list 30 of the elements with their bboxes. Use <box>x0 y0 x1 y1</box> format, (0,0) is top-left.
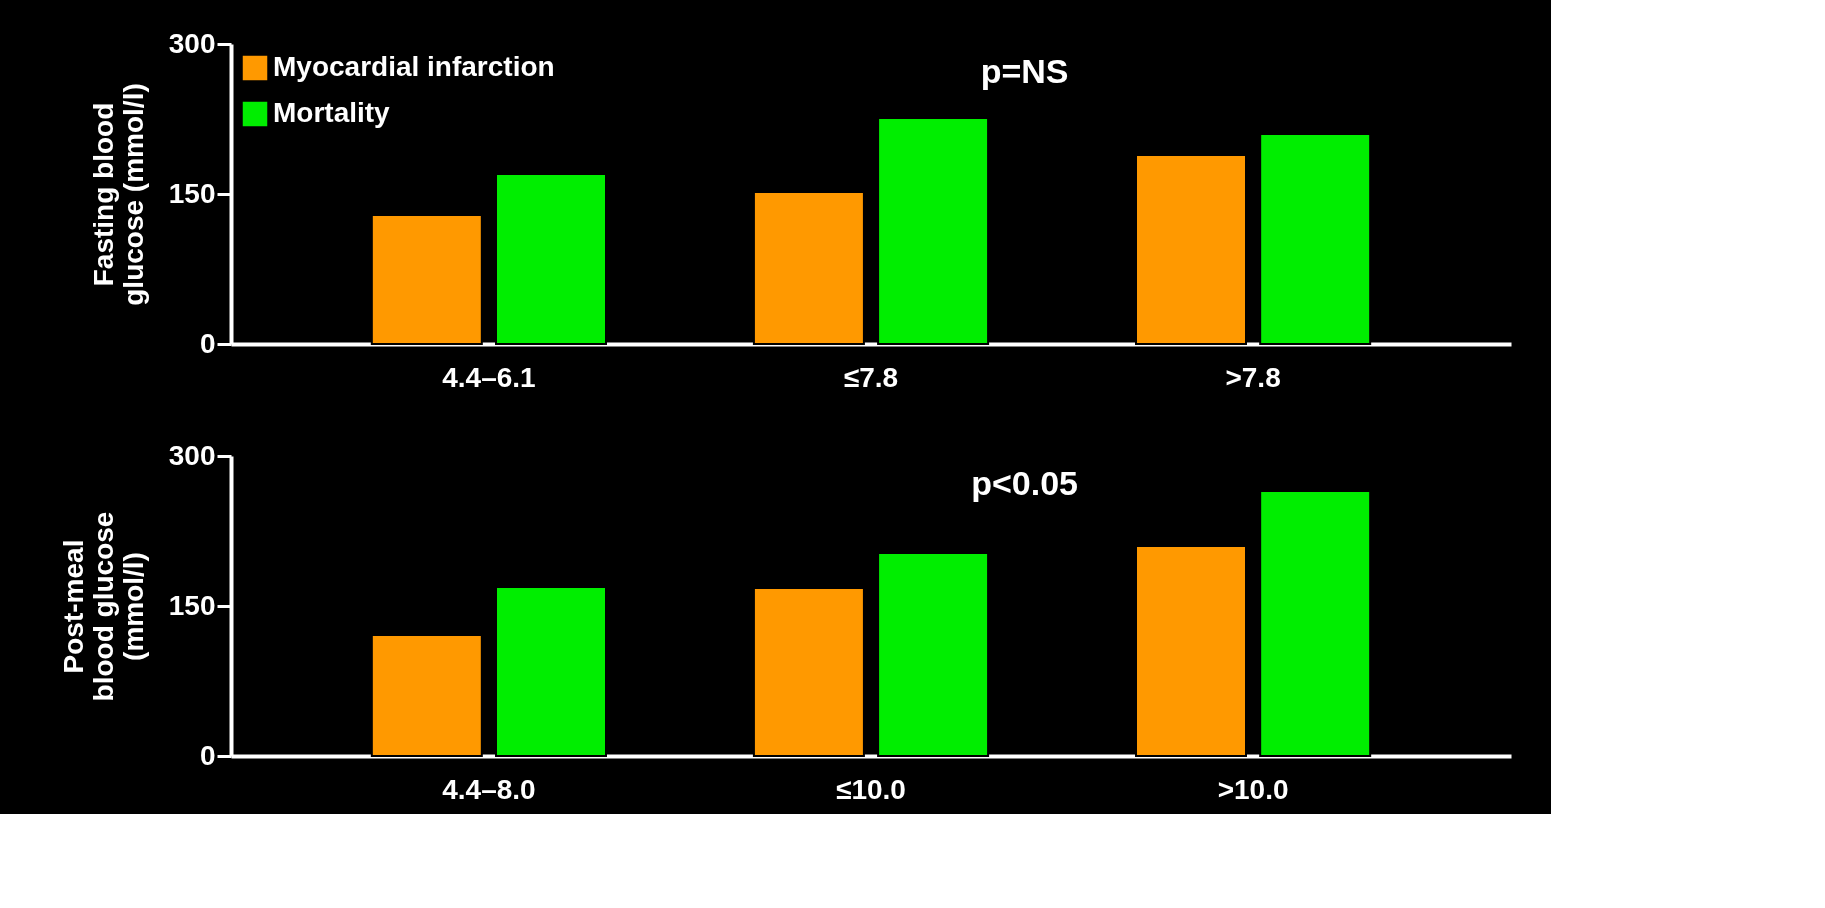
y-tick-label: 150 <box>168 177 216 209</box>
y-axis-title: Fasting blood glucose (mmol/l) <box>87 83 149 306</box>
y-tick-label: 300 <box>168 27 216 59</box>
bar <box>1259 490 1372 757</box>
annotation: p<0.05 <box>971 464 1079 502</box>
y-axis-title: Post-meal blood glucose (mmol/l) <box>57 511 149 702</box>
bar <box>1135 154 1247 345</box>
y-tick-label: 300 <box>168 439 216 471</box>
x-tick-label: ≤7.8 <box>843 361 899 393</box>
bar <box>752 191 865 345</box>
y-tick-label: 0 <box>199 739 216 771</box>
x-tick-label: 4.4–6.1 <box>442 361 536 393</box>
bar <box>370 214 483 345</box>
bar <box>495 173 607 345</box>
x-tick-label: 4.4–8.0 <box>442 773 536 805</box>
annotation: p=NS <box>980 52 1069 90</box>
x-tick-label: >7.8 <box>1225 361 1281 393</box>
bar <box>752 587 865 757</box>
bar <box>877 117 990 345</box>
y-tick-label: 150 <box>168 589 216 621</box>
x-tick-label: ≤10.0 <box>836 773 906 805</box>
bar <box>370 634 483 757</box>
bar <box>877 552 990 757</box>
bar <box>1259 133 1372 345</box>
bar <box>1135 545 1247 757</box>
legend-label: Myocardial infarction <box>273 51 555 82</box>
legend-label: Mortality <box>273 97 391 128</box>
x-tick-label: >10.0 <box>1217 773 1289 805</box>
bar <box>495 586 607 757</box>
y-tick-label: 0 <box>199 327 216 359</box>
